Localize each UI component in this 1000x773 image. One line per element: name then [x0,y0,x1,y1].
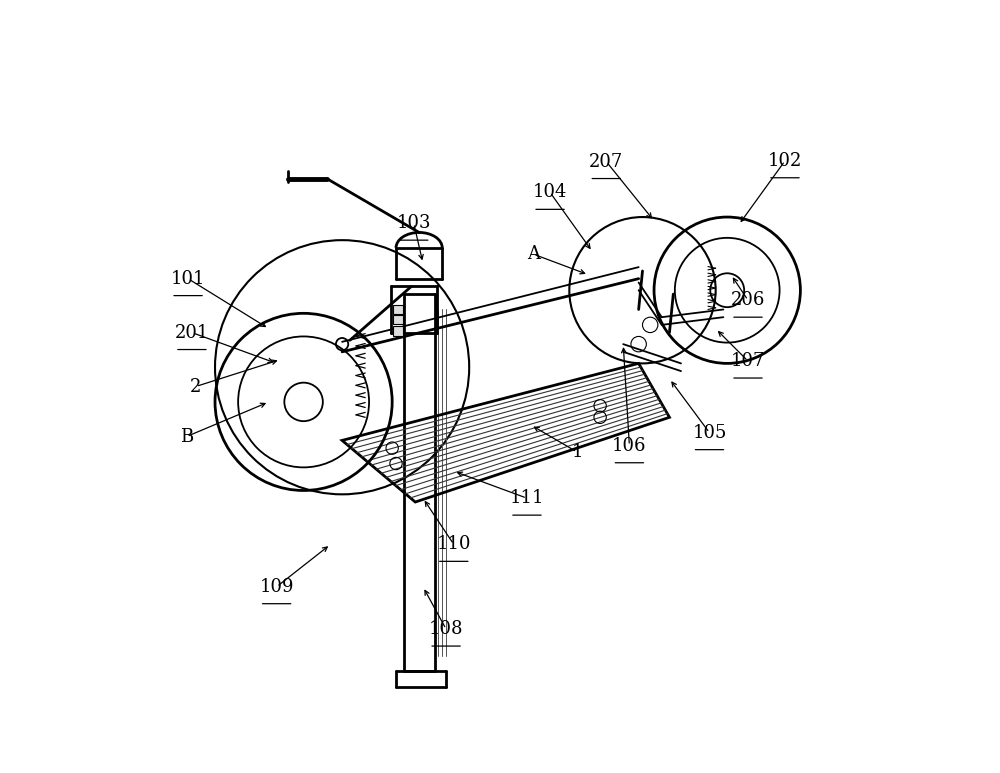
Text: 111: 111 [510,489,544,507]
Text: 110: 110 [437,536,471,553]
Text: 106: 106 [612,437,647,455]
Text: 2: 2 [190,377,201,396]
Text: 107: 107 [731,352,765,370]
Text: 104: 104 [533,183,567,202]
Text: 101: 101 [171,270,205,288]
Text: 109: 109 [259,577,294,596]
Text: B: B [180,427,193,445]
Text: A: A [527,245,540,263]
Text: 207: 207 [589,152,623,171]
Text: 102: 102 [768,152,802,170]
FancyBboxPatch shape [393,326,403,335]
FancyBboxPatch shape [393,315,403,324]
Text: 206: 206 [731,291,765,309]
Text: 108: 108 [429,620,463,638]
Text: 105: 105 [692,424,727,441]
FancyBboxPatch shape [393,305,403,314]
Text: 103: 103 [396,214,431,232]
Text: 201: 201 [175,324,209,342]
Text: 1: 1 [571,443,583,461]
